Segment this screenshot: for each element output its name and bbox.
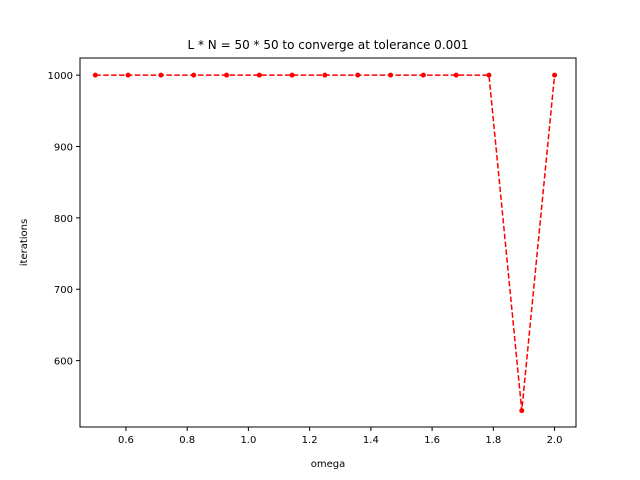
- y-tick-label: 800: [54, 214, 73, 225]
- x-axis-label: omega: [311, 459, 346, 470]
- x-tick-label: 1.2: [302, 435, 318, 446]
- chart-title: L * N = 50 * 50 to converge at tolerance…: [187, 38, 468, 52]
- data-point: [191, 72, 197, 78]
- data-point: [552, 72, 558, 78]
- x-tick-label: 2.0: [547, 435, 563, 446]
- series-layer: [92, 72, 558, 414]
- data-point: [125, 72, 131, 78]
- data-point: [355, 72, 361, 78]
- data-point: [453, 72, 459, 78]
- data-point: [486, 72, 492, 78]
- plot-area-frame: [79, 57, 577, 428]
- x-tick-label: 0.6: [118, 435, 134, 446]
- y-tick-label: 900: [54, 143, 73, 154]
- data-point: [420, 72, 426, 78]
- y-tick-label: 700: [54, 285, 73, 296]
- data-point: [224, 72, 230, 78]
- x-tick-label: 1.4: [363, 435, 379, 446]
- y-tick-label: 1000: [48, 71, 73, 82]
- x-axis-ticks: 0.6 0.8 1.0 1.2 1.4 1.6 1.8 2.0: [118, 427, 563, 446]
- x-tick-label: 1.8: [485, 435, 501, 446]
- data-point: [256, 72, 262, 78]
- data-point: [289, 72, 295, 78]
- data-point: [92, 72, 98, 78]
- data-point: [322, 72, 328, 78]
- y-tick-label: 600: [54, 357, 73, 368]
- data-point: [388, 72, 394, 78]
- data-point: [519, 408, 525, 414]
- data-point: [158, 72, 164, 78]
- x-tick-label: 0.8: [179, 435, 195, 446]
- y-axis-ticks: 600 700 800 900 1000: [48, 71, 80, 368]
- series-line: [95, 74, 556, 411]
- y-axis-label: iterations: [19, 219, 30, 266]
- x-tick-label: 1.0: [240, 435, 256, 446]
- x-tick-label: 1.6: [424, 435, 440, 446]
